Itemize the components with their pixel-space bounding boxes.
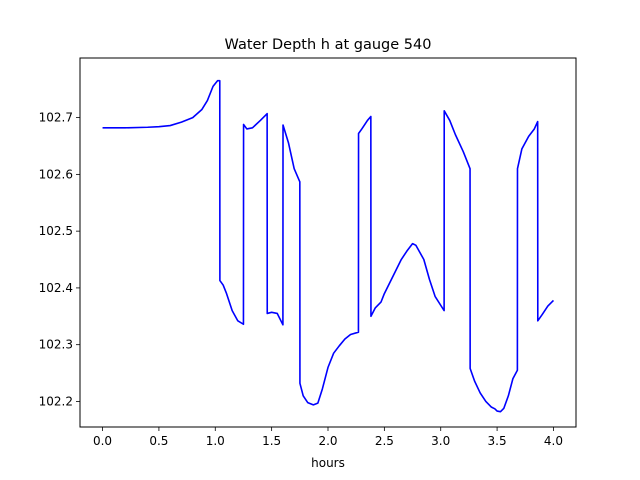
y-tick-label: 102.2: [39, 394, 73, 408]
x-tick-label: 0.0: [93, 434, 112, 448]
y-tick-label: 102.3: [39, 338, 73, 352]
x-tick-label: 2.5: [375, 434, 394, 448]
x-tick-label: 4.0: [544, 434, 563, 448]
x-tick-label: 3.0: [431, 434, 450, 448]
x-tick-label: 3.5: [488, 434, 507, 448]
x-tick-label: 1.5: [262, 434, 281, 448]
y-tick-label: 102.6: [39, 167, 73, 181]
series-line-0: [102, 79, 555, 413]
x-axis: 0.0 0.5 1.0 1.5 2.0 2.5 3.0 3.5 4.0: [93, 427, 563, 448]
plot-area: [102, 79, 555, 413]
y-axis: 102.2 102.3 102.4 102.5 102.6 102.7: [39, 111, 80, 408]
x-tick-label: 2.0: [318, 434, 337, 448]
y-tick-label: 102.4: [39, 281, 73, 295]
x-tick-label: 1.0: [206, 434, 225, 448]
x-tick-label: 0.5: [149, 434, 168, 448]
x-axis-label: hours: [311, 456, 345, 470]
chart-title: Water Depth h at gauge 540: [225, 37, 432, 53]
y-tick-label: 102.5: [39, 224, 73, 238]
y-tick-label: 102.7: [39, 111, 73, 125]
